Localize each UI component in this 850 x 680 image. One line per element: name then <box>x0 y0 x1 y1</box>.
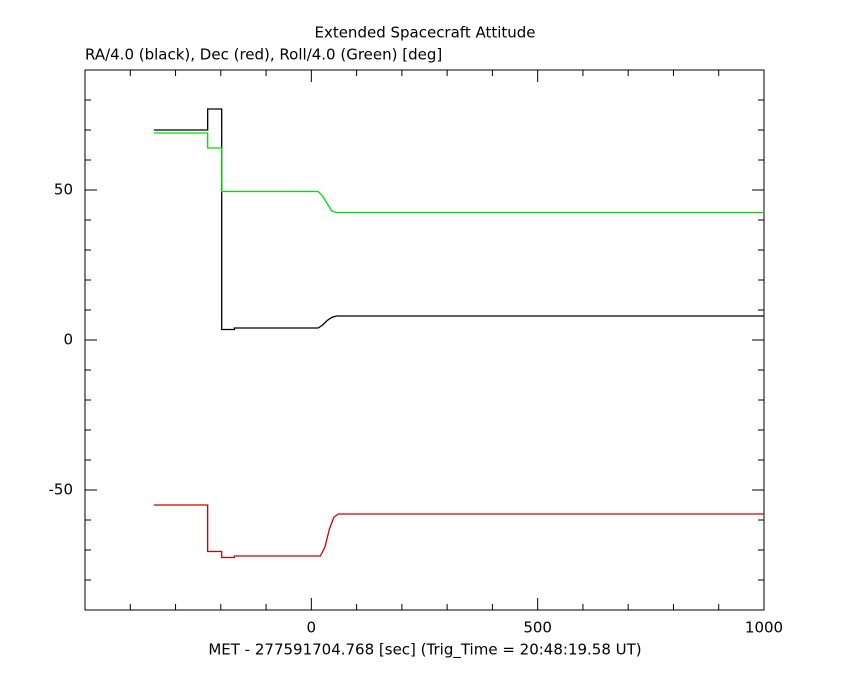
x-tick-label: 1000 <box>745 619 783 637</box>
y-tick-label: 50 <box>54 181 73 199</box>
plot-frame <box>84 69 765 611</box>
y-tick-label: -50 <box>49 481 74 499</box>
y-tick-label: 0 <box>63 331 73 349</box>
data-line <box>153 108 764 331</box>
x-axis-label: MET - 277591704.768 [sec] (Trig_Time = 2… <box>208 641 641 660</box>
x-tick-label: 0 <box>307 619 317 637</box>
chart-subtitle: RA/4.0 (black), Dec (red), Roll/4.0 (Gre… <box>85 46 442 64</box>
data-line <box>153 504 764 559</box>
chart-title: Extended Spacecraft Attitude <box>314 24 535 42</box>
data-line <box>153 132 764 214</box>
x-tick-label: 500 <box>523 619 552 637</box>
